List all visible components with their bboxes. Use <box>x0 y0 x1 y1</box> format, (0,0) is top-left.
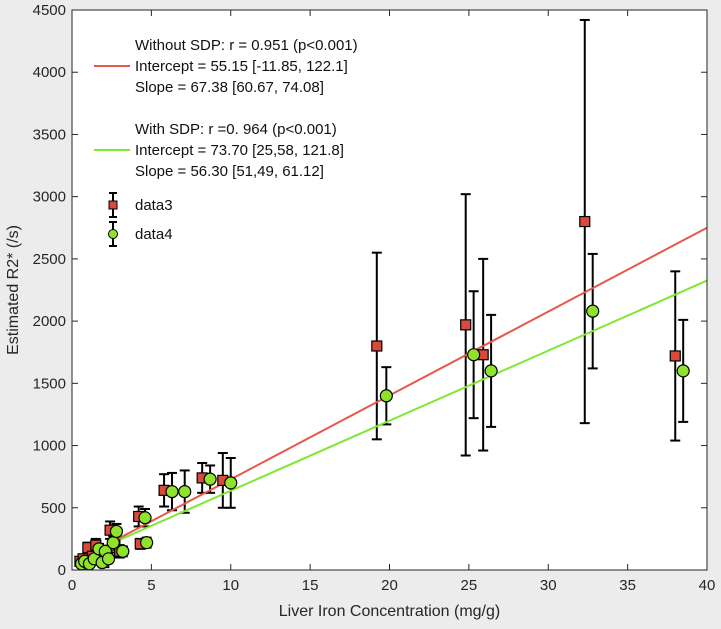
data3-point <box>460 319 472 331</box>
legend-text-fit_without: Without SDP: r = 0.951 (p<0.001) <box>135 37 358 54</box>
data3-point <box>371 340 383 352</box>
data3-point <box>579 215 591 228</box>
legend-marker-data4 <box>108 229 118 239</box>
y-tick-label: 2000 <box>33 313 66 330</box>
x-axis-label: Liver Iron Concentration (mg/g) <box>279 603 500 620</box>
x-tick-label: 35 <box>619 577 636 594</box>
x-tick-label: 20 <box>381 577 398 594</box>
legend-text-data4: data4 <box>135 226 173 243</box>
fit-line-with-sdp <box>76 279 708 560</box>
data4-point <box>106 536 120 550</box>
y-tick-labels: 0 500 1000 1500 2000 2500 3000 3500 4000 4500 <box>33 2 66 579</box>
y-tick-label: 4500 <box>33 2 66 19</box>
x-tick-labels: 0 5 10 15 20 25 30 35 40 <box>68 577 716 594</box>
data4-point <box>224 476 238 490</box>
y-tick-label: 0 <box>58 562 66 579</box>
legend-text-fit_with: With SDP: r =0. 964 (p<0.001) <box>135 121 337 138</box>
legend: Without SDP: r = 0.951 (p<0.001) Intercep… <box>94 37 358 247</box>
x-tick-label: 40 <box>699 577 716 594</box>
data4-point <box>138 511 152 525</box>
data4-point <box>586 304 600 318</box>
y-tick-label: 3000 <box>33 189 66 206</box>
data3-point <box>669 350 681 362</box>
data4-point <box>379 389 393 403</box>
x-tick-label: 0 <box>68 577 76 594</box>
data4-point <box>676 364 690 378</box>
data4-point <box>203 472 217 486</box>
x-tick-label: 30 <box>540 577 557 594</box>
data4-point <box>116 544 130 558</box>
data4-point <box>140 536 154 550</box>
plot-area <box>72 10 707 570</box>
legend-text-fit_with: Slope = 56.30 [51,49, 61.12] <box>135 163 324 180</box>
y-tick-label: 2500 <box>33 251 66 268</box>
legend-text-fit_without: Slope = 67.38 [60.67, 74.08] <box>135 79 324 96</box>
y-tick-label: 3500 <box>33 126 66 143</box>
x-tick-label: 25 <box>461 577 478 594</box>
y-tick-label: 4000 <box>33 64 66 81</box>
legend-marker-data3 <box>108 200 118 210</box>
legend-text-data3: data3 <box>135 197 173 214</box>
y-axis-label: Estimated R2* (/s) <box>5 225 22 355</box>
data4-point <box>484 364 498 378</box>
data4-point <box>165 485 179 499</box>
y-tick-label: 500 <box>41 500 66 517</box>
x-tick-label: 10 <box>222 577 239 594</box>
data-markers <box>74 215 690 571</box>
x-tick-label: 5 <box>147 577 155 594</box>
x-tick-label: 15 <box>302 577 319 594</box>
legend-text-fit_with: Intercept = 73.70 [25,58, 121.8] <box>135 142 344 159</box>
y-tick-label: 1000 <box>33 438 66 455</box>
data4-point <box>467 348 481 362</box>
data4-point <box>109 524 124 539</box>
legend-text-fit_without: Intercept = 55.15 [-11.85, 122.1] <box>135 58 348 75</box>
y-tick-label: 1500 <box>33 375 66 392</box>
data4-point <box>101 552 116 566</box>
data4-point <box>178 485 192 499</box>
axis-ticks <box>71 9 708 571</box>
